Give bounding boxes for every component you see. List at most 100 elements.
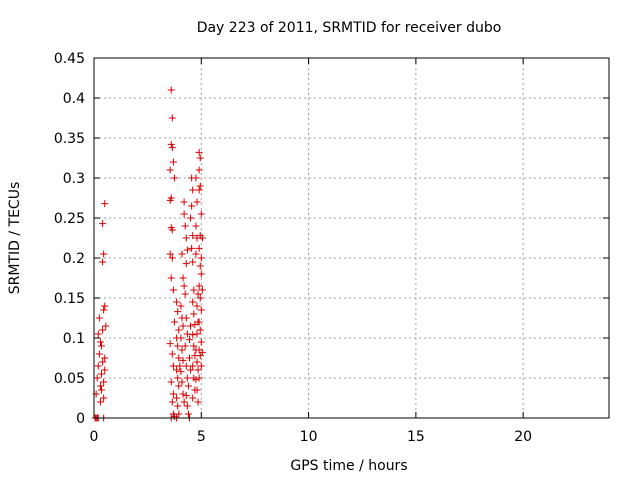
data-point — [182, 392, 190, 400]
data-point — [194, 290, 202, 298]
data-point — [96, 398, 104, 406]
data-point — [177, 334, 185, 342]
data-point — [193, 302, 201, 310]
chart-title: Day 223 of 2011, SRMTID for receiver dub… — [197, 20, 502, 36]
y-tick-label: 0.3 — [63, 171, 85, 187]
data-point — [195, 166, 203, 174]
data-point — [185, 354, 193, 362]
data-point — [170, 318, 178, 326]
data-point — [195, 374, 203, 382]
data-point — [185, 336, 193, 344]
data-point — [182, 362, 190, 370]
y-tick-label: 0 — [76, 411, 85, 427]
data-point — [196, 352, 204, 360]
data-point — [193, 386, 201, 394]
y-tick-label: 0.35 — [54, 131, 85, 147]
data-point — [184, 382, 192, 390]
data-point — [180, 210, 188, 218]
data-point — [197, 270, 205, 278]
data-point — [179, 274, 187, 282]
data-point — [196, 182, 204, 190]
data-point — [175, 410, 183, 418]
data-point — [190, 310, 198, 318]
data-point — [180, 398, 188, 406]
data-point — [96, 382, 104, 390]
data-point — [168, 398, 176, 406]
data-point — [183, 374, 191, 382]
data-point — [167, 86, 175, 94]
data-point — [102, 322, 110, 330]
data-point — [166, 166, 174, 174]
data-point — [178, 250, 186, 258]
data-point — [166, 340, 174, 348]
x-tick-label: 0 — [90, 429, 99, 445]
data-point — [179, 322, 187, 330]
y-tick-label: 0.45 — [54, 51, 85, 67]
y-tick-label: 0.05 — [54, 371, 85, 387]
data-point — [194, 366, 202, 374]
data-point — [182, 234, 190, 242]
data-point — [196, 154, 204, 162]
data-point — [197, 254, 205, 262]
data-point — [192, 376, 200, 384]
data-point — [175, 354, 183, 362]
data-point — [183, 330, 191, 338]
data-point — [99, 326, 107, 334]
data-point — [189, 298, 197, 306]
data-point — [181, 342, 189, 350]
data-point — [189, 186, 197, 194]
data-point — [99, 258, 107, 266]
x-tick-label: 15 — [407, 429, 425, 445]
y-tick-label: 0.2 — [63, 251, 85, 267]
data-point — [187, 366, 195, 374]
data-point — [189, 331, 197, 339]
plot-frame — [93, 57, 610, 419]
data-point — [167, 274, 175, 282]
data-point — [181, 222, 189, 230]
y-tick-label: 0.4 — [63, 91, 85, 107]
data-point — [174, 342, 182, 350]
data-point — [196, 326, 204, 334]
data-point — [192, 174, 200, 182]
data-point — [100, 250, 108, 258]
data-point — [175, 326, 183, 334]
data-point — [167, 378, 175, 386]
data-point — [95, 314, 103, 322]
data-point — [190, 286, 198, 294]
data-point — [169, 286, 177, 294]
data-point — [189, 362, 197, 370]
grid — [94, 58, 609, 418]
data-points — [91, 86, 206, 422]
data-point — [180, 282, 188, 290]
data-point — [195, 186, 203, 194]
data-point — [95, 350, 103, 358]
data-point — [174, 308, 182, 316]
data-point — [173, 298, 181, 306]
data-point — [183, 246, 191, 254]
data-point — [178, 378, 186, 386]
data-point — [196, 294, 204, 302]
data-point — [169, 390, 177, 398]
data-point — [182, 260, 190, 268]
data-point — [168, 350, 176, 358]
data-point — [168, 144, 176, 152]
data-point — [166, 250, 174, 258]
x-tick-label: 5 — [197, 429, 206, 445]
data-point — [168, 226, 176, 234]
data-point — [192, 250, 200, 258]
data-point — [189, 258, 197, 266]
y-tick-label: 0.25 — [54, 211, 85, 227]
data-point — [195, 318, 203, 326]
data-point — [197, 338, 205, 346]
data-point — [101, 302, 109, 310]
data-point — [178, 346, 186, 354]
y-tick-label: 0.15 — [54, 291, 85, 307]
axes: 0 0.05 0.1 0.15 0.2 0.25 0.3 0.35 0.4 0.45 0 5 10 15 2… — [54, 51, 609, 445]
data-point — [175, 382, 183, 390]
data-point — [198, 234, 206, 242]
data-point — [195, 244, 203, 252]
data-point — [100, 378, 108, 386]
data-point — [101, 366, 109, 374]
data-point — [195, 282, 203, 290]
